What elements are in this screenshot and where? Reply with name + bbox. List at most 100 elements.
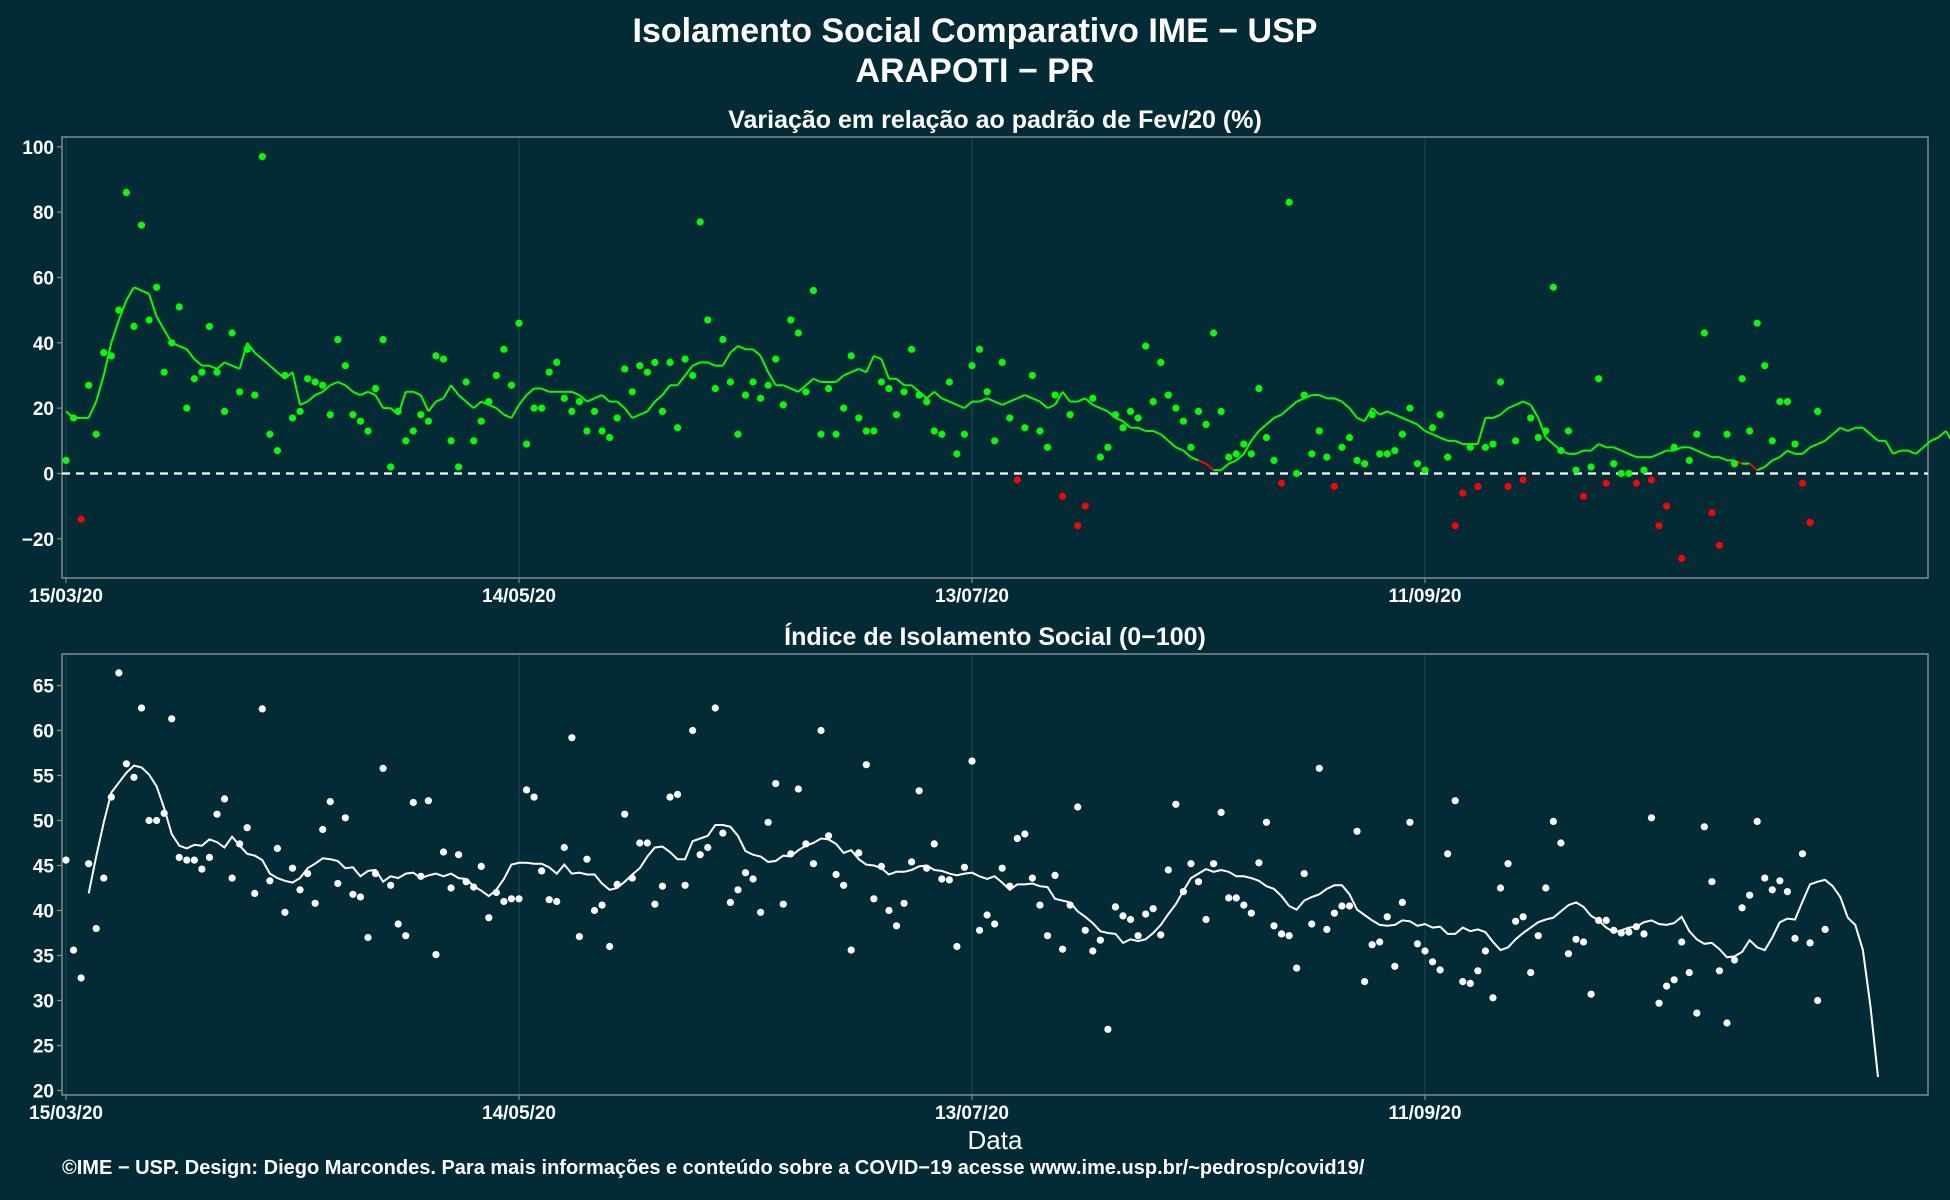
data-point — [439, 848, 448, 856]
moving-average-segment — [616, 400, 626, 409]
moving-average-segment — [1356, 417, 1365, 423]
data-point — [1693, 430, 1701, 438]
data-point — [1330, 909, 1338, 917]
data-point — [1036, 901, 1044, 909]
moving-average-segment — [646, 400, 656, 413]
data-point — [1051, 871, 1059, 880]
data-point — [1277, 479, 1286, 487]
moving-average-segment — [1620, 449, 1630, 455]
x-tick-label: 14/05/20 — [482, 586, 556, 607]
moving-average-segment — [344, 384, 354, 393]
moving-average-segment — [1847, 426, 1856, 432]
data-point — [1194, 407, 1203, 415]
data-point — [1157, 931, 1165, 939]
data-point — [168, 339, 176, 347]
x-tick-label: 14/05/20 — [482, 1103, 556, 1124]
data-point — [462, 878, 470, 886]
data-point — [1323, 925, 1331, 934]
data-point — [1496, 378, 1505, 386]
moving-average-segment — [246, 342, 256, 354]
data-point — [251, 391, 259, 399]
moving-average-segment — [473, 400, 482, 409]
data-point — [975, 926, 984, 934]
data-point — [1549, 817, 1557, 826]
data-point — [734, 886, 742, 894]
data-point — [1232, 450, 1240, 458]
data-point — [1625, 469, 1633, 478]
data-point — [1066, 411, 1074, 419]
moving-average-segment — [95, 375, 105, 402]
data-point — [1255, 859, 1263, 867]
moving-average-segment — [1590, 443, 1600, 452]
data-point — [1512, 437, 1520, 445]
data-point — [1391, 962, 1399, 970]
y-tick-label: 0 — [43, 464, 54, 485]
data-point — [251, 889, 259, 898]
data-point — [371, 870, 380, 878]
moving-average-segment — [1764, 459, 1773, 468]
moving-average-segment — [1032, 397, 1041, 403]
moving-average-segment — [684, 365, 694, 377]
moving-average-segment — [737, 345, 746, 351]
data-point — [673, 424, 682, 432]
data-point — [673, 790, 682, 799]
moving-average-segment — [1175, 446, 1184, 452]
data-point — [991, 920, 999, 928]
data-point — [1753, 319, 1761, 327]
moving-average-segment — [1945, 430, 1950, 441]
data-point — [1111, 903, 1120, 911]
data-point — [1776, 877, 1784, 885]
moving-average-segment — [676, 374, 686, 386]
moving-average-segment — [865, 355, 875, 373]
data-point — [243, 824, 251, 832]
data-point — [628, 874, 636, 882]
moving-average-segment — [1651, 452, 1660, 459]
data-point — [1451, 797, 1459, 805]
data-point — [522, 786, 531, 794]
moving-average-segment — [1394, 413, 1403, 419]
moving-average-segment — [1824, 433, 1834, 442]
data-point — [1013, 476, 1021, 484]
data-point — [424, 797, 432, 805]
data-point — [1142, 342, 1150, 350]
data-point — [485, 914, 493, 922]
data-point — [85, 381, 93, 389]
data-point — [69, 946, 78, 954]
data-point — [288, 414, 297, 422]
moving-average-segment — [419, 394, 430, 412]
moving-average-segment — [880, 358, 890, 380]
data-point — [877, 378, 886, 386]
y-tick-label: 20 — [33, 1082, 54, 1103]
data-point — [1142, 910, 1150, 918]
data-point — [92, 924, 100, 933]
data-point — [1481, 947, 1489, 955]
data-point — [923, 864, 931, 872]
data-point — [1285, 198, 1293, 206]
data-point — [1534, 433, 1542, 442]
moving-average-segment — [813, 377, 822, 383]
x-tick-label: 11/09/20 — [1389, 1103, 1462, 1124]
data-point — [1059, 945, 1067, 953]
moving-average-segment — [510, 404, 520, 419]
moving-average-segment — [1515, 400, 1524, 406]
data-point — [598, 427, 606, 435]
chart-subtitle: ARAPOTI − PR — [855, 52, 1095, 90]
data-point — [220, 407, 229, 415]
data-point — [168, 715, 176, 723]
moving-average-segment — [623, 407, 634, 419]
data-point — [492, 888, 500, 897]
data-point — [1300, 870, 1308, 878]
data-point — [1595, 916, 1603, 925]
moving-average-segment — [1348, 407, 1358, 419]
data-point — [1157, 358, 1165, 366]
data-point — [213, 368, 221, 376]
data-point — [681, 881, 689, 889]
data-point — [100, 349, 108, 357]
data-point — [77, 974, 85, 982]
data-point — [915, 391, 923, 399]
data-point — [236, 840, 244, 848]
data-point — [1006, 414, 1014, 422]
data-point — [960, 430, 969, 438]
moving-average-segment — [721, 352, 732, 367]
data-point — [1640, 930, 1648, 938]
